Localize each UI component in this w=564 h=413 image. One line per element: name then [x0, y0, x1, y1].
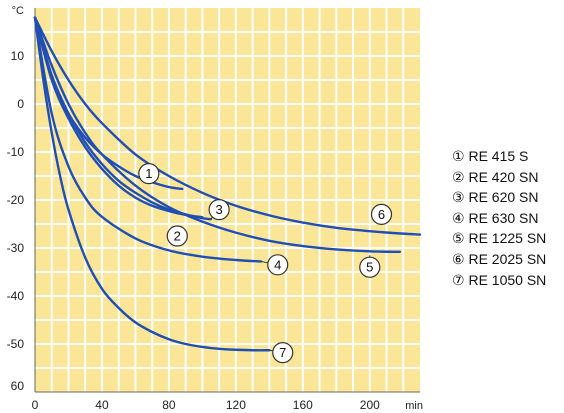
axes	[34, 8, 420, 393]
legend-label: RE 415 S	[468, 148, 529, 164]
callout-circle	[359, 256, 381, 278]
x-tick-label: 80	[162, 398, 176, 412]
series-callouts: 1 2 3 4 5 6 7	[138, 163, 393, 364]
legend-marker: ④	[452, 209, 469, 226]
y-tick-label: -10	[7, 145, 25, 159]
legend-label: RE 1050 SN	[468, 271, 547, 288]
callout-number: 4	[274, 257, 281, 272]
legend-marker: ③	[452, 189, 469, 206]
callout-circle	[138, 163, 160, 185]
x-tick-label: 40	[95, 398, 109, 412]
legend-label: RE 620 SN	[468, 189, 539, 206]
callout-2: 2	[166, 225, 188, 247]
x-tick-label: 200	[360, 398, 380, 412]
callout-circle	[370, 203, 393, 225]
legend-label: RE 1225 SN	[468, 230, 547, 247]
legend-item-4: ④ RE 630 SN	[452, 208, 546, 229]
legend-label: RE 630 SN	[468, 209, 539, 226]
callout-circle	[272, 342, 294, 364]
legend-marker: ⑤	[452, 230, 469, 247]
callout-1: 1	[138, 163, 160, 185]
callout-3: 3	[208, 199, 230, 221]
x-tick-label: 120	[226, 398, 246, 412]
callout-number: 5	[366, 260, 373, 275]
legend-marker: ⑥	[452, 250, 469, 267]
legend-label: RE 420 SN	[468, 168, 539, 185]
callout-number: 2	[174, 229, 181, 244]
callout-number: 6	[378, 207, 385, 222]
legend-item-5: ⑤ RE 1225 SN	[452, 228, 546, 249]
callout-number: 1	[145, 166, 152, 181]
legend-item-7: ⑦ RE 1050 SN	[452, 270, 546, 291]
callout-6: 6	[370, 203, 393, 225]
legend-item-6: ⑥ RE 2025 SN	[452, 249, 546, 270]
legend-label: RE 2025 SN	[468, 250, 547, 267]
y-tick-label: 60	[11, 379, 25, 393]
legend-marker: ②	[452, 168, 469, 185]
y-tick-label: -30	[7, 241, 25, 255]
legend-item-3: ③ RE 620 SN	[452, 187, 546, 208]
y-tick-label: -20	[7, 193, 25, 207]
callout-circle	[208, 199, 230, 221]
series-lines	[33, 16, 422, 352]
callout-5: 5	[359, 255, 381, 278]
callout-number: 3	[216, 202, 223, 217]
legend-marker: ①	[452, 148, 469, 164]
series-line-7	[33, 16, 271, 352]
legend-item-1: ① RE 415 S	[452, 146, 546, 167]
callout-7: 7	[269, 342, 294, 364]
y-tick-label: 10	[11, 49, 25, 63]
x-axis-unit-label: min	[405, 400, 423, 412]
x-tick-label: 0	[32, 398, 39, 412]
series-line-6	[33, 16, 422, 236]
tick-labels: °C 10 0 -10 -20 -30 -40 -50 60 0 40 80 120 160 200 min	[7, 5, 423, 412]
y-tick-label: -40	[7, 289, 25, 303]
x-tick-label: 160	[293, 398, 313, 412]
callout-circle	[166, 225, 188, 247]
callout-circle	[267, 254, 289, 276]
callout-number: 7	[279, 345, 286, 360]
y-tick-label: 0	[17, 97, 24, 111]
y-tick-label: -50	[7, 337, 25, 351]
legend-marker: ⑦	[452, 271, 469, 288]
series-line-4	[33, 16, 263, 263]
legend-item-2: ② RE 420 SN	[452, 167, 546, 188]
callout-4: 4	[260, 254, 289, 276]
y-axis-unit-label: °C	[12, 5, 24, 17]
series-line-5	[33, 16, 402, 254]
